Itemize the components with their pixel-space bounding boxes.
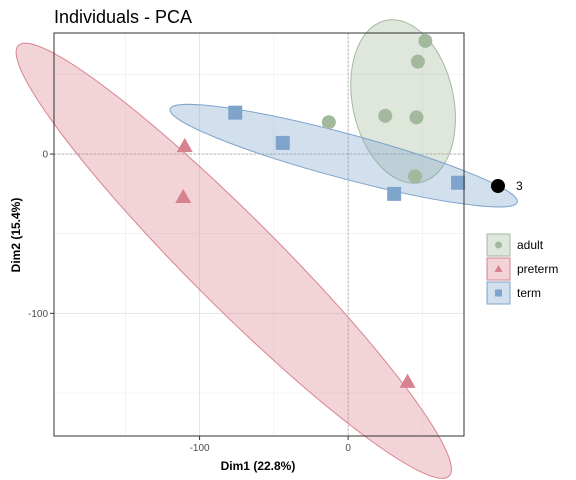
confidence-ellipse-preterm bbox=[15, 42, 452, 479]
confidence-ellipse-adult bbox=[350, 19, 456, 184]
data-point-preterm bbox=[175, 188, 192, 204]
data-point-adult bbox=[407, 169, 422, 184]
data-point-preterm bbox=[176, 137, 193, 153]
legend: 3 adult preterm term bbox=[486, 179, 558, 305]
data-point-preterm bbox=[399, 373, 416, 388]
y-tick-label: 0 bbox=[42, 150, 48, 161]
legend-label-preterm: preterm bbox=[517, 262, 558, 276]
legend-marker-term bbox=[495, 289, 502, 297]
x-tick-label: -100 bbox=[190, 443, 210, 454]
y-axis-title: Dim2 (15.4%) bbox=[9, 198, 23, 273]
confidence-ellipse-term bbox=[169, 103, 518, 208]
x-axis-title: Dim1 (22.8%) bbox=[221, 459, 296, 473]
data-point-term bbox=[275, 135, 290, 150]
size-legend-key bbox=[491, 179, 505, 193]
legend-label-term: term bbox=[517, 286, 541, 300]
data-point-adult bbox=[418, 33, 433, 48]
legend-label-adult: adult bbox=[517, 238, 544, 252]
data-point-adult bbox=[378, 108, 393, 123]
data-point-adult bbox=[409, 110, 424, 125]
data-point-adult bbox=[321, 115, 336, 130]
size-legend-label: 3 bbox=[516, 179, 523, 193]
panel-border bbox=[53, 32, 465, 437]
plot-panel: -100 0 -100 0 bbox=[15, 19, 518, 479]
chart-title: Individuals - PCA bbox=[54, 7, 192, 27]
data-point-term bbox=[451, 175, 466, 190]
legend-marker-adult bbox=[495, 241, 502, 249]
y-tick-label: -100 bbox=[28, 309, 48, 320]
data-point-adult bbox=[410, 54, 425, 69]
legend-marker-preterm bbox=[494, 264, 503, 272]
x-tick-label: 0 bbox=[345, 443, 351, 454]
data-point-term bbox=[387, 186, 402, 201]
data-point-term bbox=[228, 105, 243, 120]
